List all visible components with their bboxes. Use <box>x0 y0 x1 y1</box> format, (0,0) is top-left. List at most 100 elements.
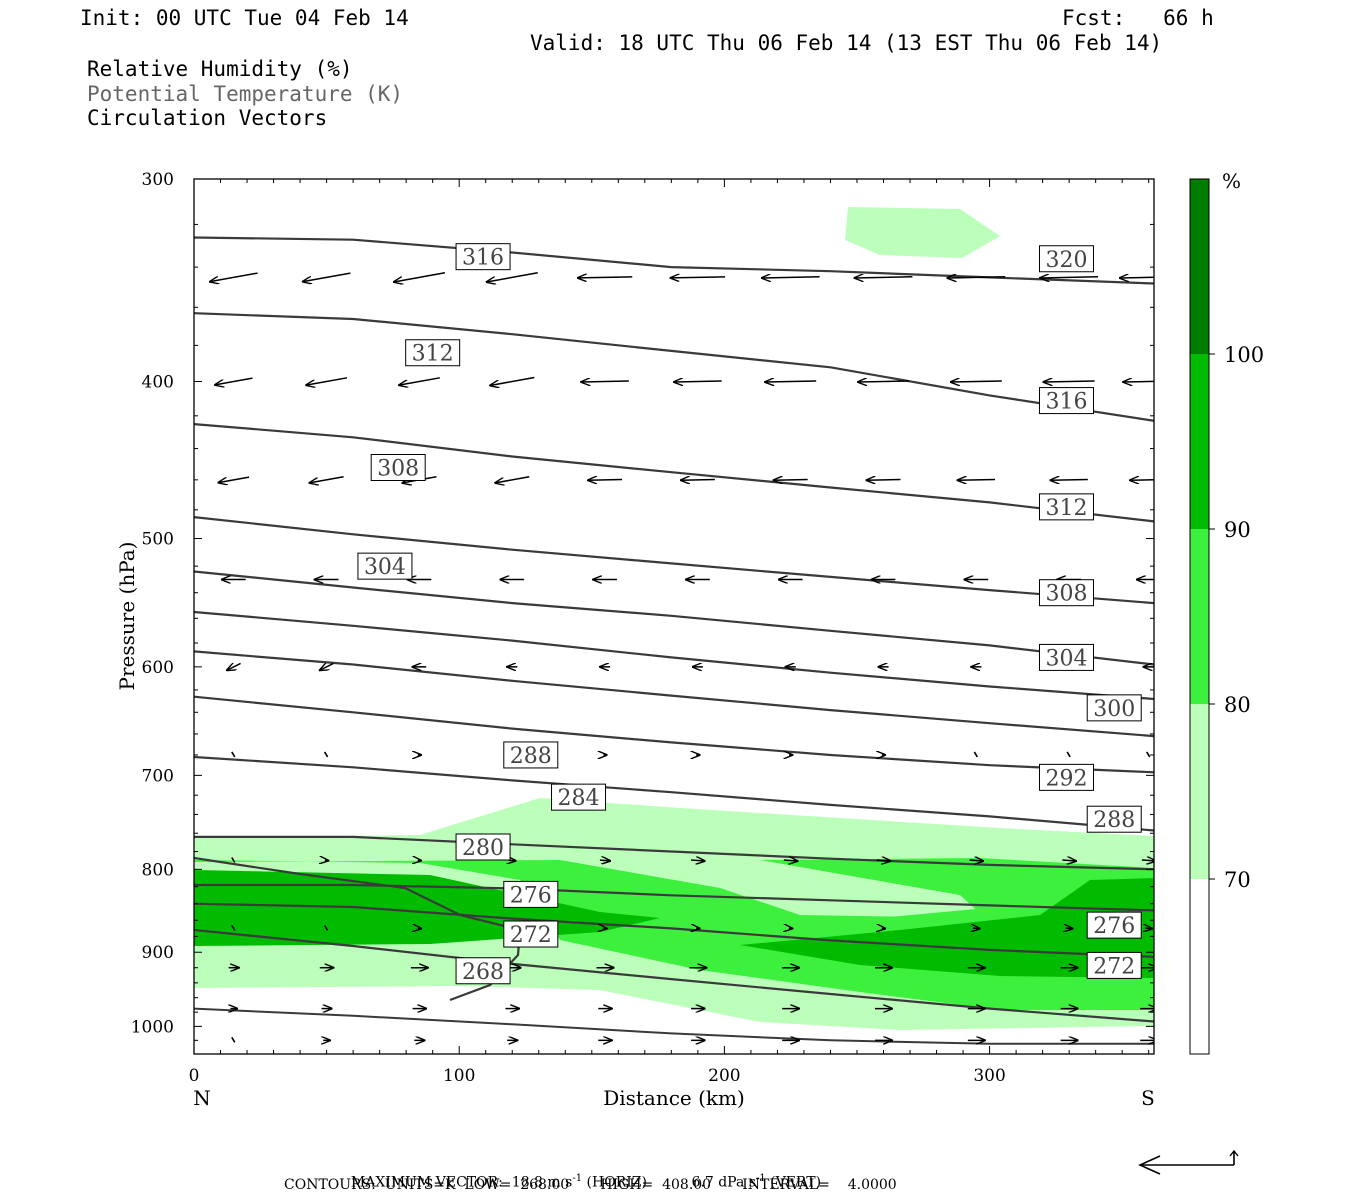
init-time: Init: 00 UTC Tue 04 Feb 14 <box>80 6 409 30</box>
contour-label-box <box>1038 245 1094 273</box>
y-tick-label: 500 <box>142 530 174 550</box>
colorbar-level-label: 90 <box>1224 518 1251 542</box>
circulation-vector <box>765 381 817 382</box>
colorbar-labels: 70 80 90 100 <box>1209 343 1264 892</box>
x-tick-label: 0 <box>189 1066 200 1086</box>
circulation-vector <box>876 860 891 861</box>
y-tick-label: 900 <box>142 943 174 963</box>
x-axis-label: Distance (km) <box>603 1086 745 1110</box>
x-end-right-label: S <box>1141 1086 1155 1110</box>
theta-contour-320 <box>194 236 1154 285</box>
contour-labels: 316 3203123163083123043083043002882922842… <box>357 243 1142 985</box>
colorbar-segment-below-70 <box>1190 879 1209 1054</box>
circulation-vector <box>774 480 808 481</box>
circulation-vector <box>858 381 910 382</box>
vector-stub <box>231 751 236 758</box>
circulation-vector <box>762 277 820 278</box>
theta-contour-268 <box>194 1007 1154 1045</box>
contour-label-284: 284 <box>558 786 600 811</box>
colorbar-segment-100 <box>1190 179 1209 354</box>
contour-label-308: 308 <box>377 457 419 482</box>
forecast-hour: Fcst: 66 h <box>1062 6 1214 30</box>
contour-label-288: 288 <box>1093 808 1135 833</box>
y-tick-label: 700 <box>142 766 174 786</box>
theta-contour-312 <box>194 423 1154 523</box>
contour-label-box <box>357 552 413 580</box>
contour-label-box <box>1038 643 1094 671</box>
contour-label-box <box>503 880 559 908</box>
colorbar-frame <box>1189 178 1210 1055</box>
circulation-vector <box>969 860 984 861</box>
colorbar-segment-80-90 <box>1190 529 1209 704</box>
circulation-vector <box>490 376 535 386</box>
contour-label-box <box>455 833 511 861</box>
circulation-vector <box>320 663 334 670</box>
contour-label-box <box>1086 911 1142 939</box>
contour-label-308: 308 <box>1045 582 1087 607</box>
vector-stub <box>231 857 236 863</box>
circulation-vector <box>310 476 344 483</box>
max-vector-label: MAXIMUM VECTOR: <box>350 1174 503 1191</box>
vector-stub <box>323 924 329 931</box>
circulation-vector <box>588 480 623 481</box>
contour-label-box <box>370 454 426 482</box>
contour-label-304: 304 <box>1045 646 1087 671</box>
relative-humidity-fill <box>194 207 1154 1030</box>
valid-time: Valid: 18 UTC Thu 06 Feb 14 (13 EST Thu … <box>530 31 1163 55</box>
contour-label-box <box>1038 579 1094 607</box>
vector-stub <box>973 751 979 758</box>
max-vector-horiz: 18.8 m s <box>511 1174 573 1191</box>
max-vector-vert-tail: (VERT) <box>770 1174 822 1191</box>
max-vector-vert: 6.7 dPa s <box>691 1174 756 1191</box>
contour-label-box <box>551 783 607 811</box>
contour-label-box <box>405 339 461 367</box>
theta-contour-316 <box>194 312 1154 422</box>
reference-vector-icon <box>1138 1149 1239 1175</box>
circulation-vector <box>1130 479 1154 480</box>
circulation-vector <box>495 476 530 483</box>
legend-theta: Potential Temperature (K) <box>87 82 404 106</box>
rh-70-80-upper-patch <box>845 207 1000 258</box>
contour-label-box <box>1038 387 1094 415</box>
contour-label-268: 268 <box>462 960 504 985</box>
colorbar-unit: % <box>1222 169 1241 193</box>
vert-exponent: -1 <box>755 1173 766 1184</box>
circulation-vector <box>1040 277 1099 278</box>
circulation-vector <box>855 277 913 278</box>
circulation-vector <box>303 272 351 282</box>
contour-label-292: 292 <box>1045 766 1087 791</box>
plot-frame <box>193 178 1155 1055</box>
circulation-vector <box>973 928 980 929</box>
circulation-vector <box>783 860 798 861</box>
circulation-vector <box>671 277 726 278</box>
circulation-vector <box>394 272 446 282</box>
contour-label-box <box>455 243 511 271</box>
circulation-vector <box>674 381 722 382</box>
contour-label-312: 312 <box>412 342 454 367</box>
x-tick-label: 300 <box>973 1066 1005 1086</box>
circulation-vector <box>599 860 610 861</box>
colorbar-segment-90-100 <box>1190 354 1209 529</box>
contour-label-320: 320 <box>1045 248 1087 273</box>
horiz-exponent: -1 <box>572 1173 583 1184</box>
theta-contour-296 <box>194 650 1154 738</box>
contour-label-272: 272 <box>510 923 552 948</box>
max-vector-horiz-tail: (HORIZ) <box>586 1174 647 1191</box>
contour-label-312: 312 <box>1045 496 1087 521</box>
contour-label-box <box>1086 805 1142 833</box>
circulation-vector <box>691 860 705 861</box>
contour-label-box <box>503 920 559 948</box>
vector-stub <box>323 751 329 758</box>
y-tick-label: 300 <box>142 170 174 190</box>
vector-stub <box>1066 751 1071 758</box>
legend-rh: Relative Humidity (%) <box>87 57 353 81</box>
colorbar: % <box>1189 169 1241 1055</box>
contour-label-box <box>503 741 559 769</box>
contour-label-272: 272 <box>1093 954 1135 979</box>
circulation-vector <box>958 479 996 480</box>
contour-label-box <box>1086 694 1142 722</box>
circulation-vector <box>1120 277 1154 278</box>
theta-contour-288 <box>194 755 1154 832</box>
theta-contour-280 <box>194 883 1154 912</box>
